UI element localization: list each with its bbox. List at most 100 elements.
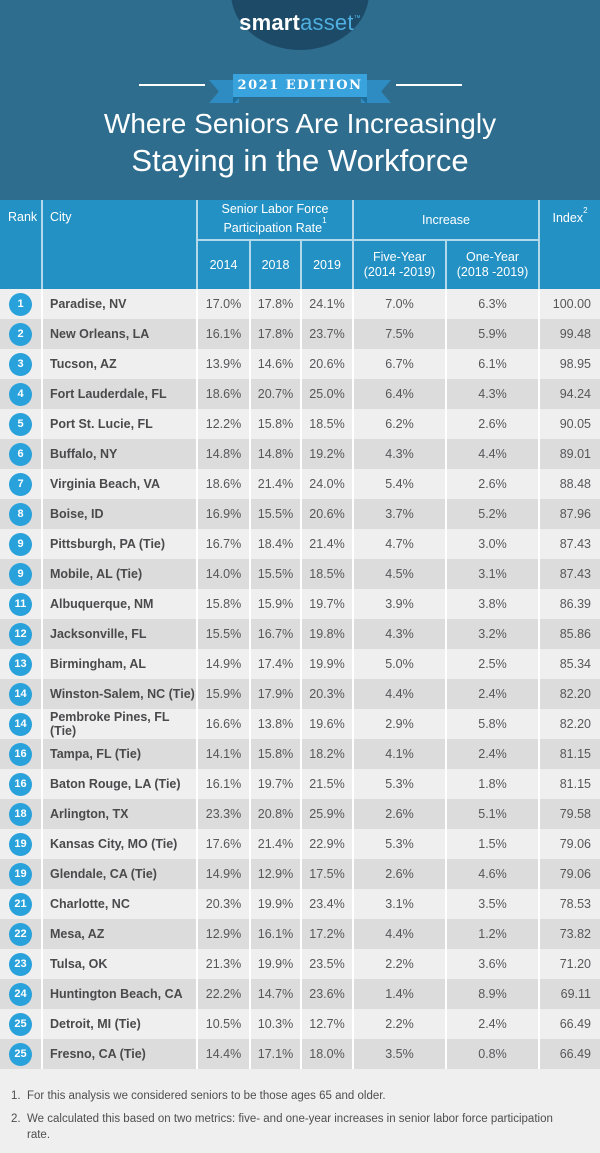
column-header-2019: 2019 — [302, 241, 354, 289]
rate-2018-cell: 10.3% — [251, 1009, 302, 1039]
table-row: 16 Baton Rouge, LA (Tie) 16.1% 19.7% 21.… — [0, 769, 600, 799]
one-year-increase-cell: 1.8% — [447, 769, 540, 799]
table-row: 25 Fresno, CA (Tie) 14.4% 17.1% 18.0% 3.… — [0, 1039, 600, 1069]
five-year-increase-cell: 3.7% — [354, 499, 447, 529]
city-cell: Winston-Salem, NC (Tie) — [43, 679, 198, 709]
one-year-increase-cell: 3.5% — [447, 889, 540, 919]
footnote-text: We calculated this based on two metrics:… — [27, 1113, 553, 1141]
index-cell: 88.48 — [559, 477, 591, 491]
index-cell: 99.48 — [559, 327, 591, 341]
one-year-increase-cell: 6.3% — [447, 289, 540, 319]
index-cell: 87.43 — [559, 537, 591, 551]
rank-badge: 25 — [9, 1042, 32, 1066]
index-cell: 86.39 — [559, 597, 591, 611]
rank-cell: 11 — [0, 589, 43, 619]
rate-2018-cell: 15.9% — [251, 589, 302, 619]
rank-badge: 23 — [9, 952, 32, 976]
footnote-ref-1: 1 — [322, 216, 327, 226]
column-group-increase: Increase — [354, 200, 540, 241]
rate-2014-cell: 15.9% — [198, 679, 251, 709]
rate-2019-cell: 18.5% — [302, 559, 354, 589]
five-year-increase-cell: 4.4% — [354, 919, 447, 949]
rate-2014-cell: 14.9% — [198, 859, 251, 889]
rate-2018-cell: 17.1% — [251, 1039, 302, 1069]
ribbon-right-tail — [361, 80, 391, 103]
table-row: 5 Port St. Lucie, FL 12.2% 15.8% 18.5% 6… — [0, 409, 600, 439]
index-cell: 78.53 — [559, 897, 591, 911]
five-year-increase-cell: 6.7% — [354, 349, 447, 379]
rate-2019-cell: 12.7% — [302, 1009, 354, 1039]
rate-2018-cell: 14.6% — [251, 349, 302, 379]
rate-2018-cell: 15.8% — [251, 409, 302, 439]
one-year-increase-cell: 2.4% — [447, 679, 540, 709]
rate-2019-cell: 19.6% — [302, 709, 354, 739]
city-cell: Virginia Beach, VA — [43, 469, 198, 499]
index-cell: 85.34 — [559, 657, 591, 671]
rate-2014-cell: 16.9% — [198, 499, 251, 529]
rate-2018-cell: 13.8% — [251, 709, 302, 739]
city-cell: Arlington, TX — [43, 799, 198, 829]
rank-badge: 25 — [9, 1012, 32, 1036]
title-line-1: Where Seniors Are Increasingly — [103, 108, 497, 139]
one-year-increase-cell: 1.2% — [447, 919, 540, 949]
table-row: 9 Mobile, AL (Tie) 14.0% 15.5% 18.5% 4.5… — [0, 559, 600, 589]
ribbon-left-fold — [233, 97, 240, 104]
rate-2018-cell: 19.7% — [251, 769, 302, 799]
one-year-increase-cell: 2.5% — [447, 649, 540, 679]
five-year-increase-cell: 1.4% — [354, 979, 447, 1009]
rate-2014-cell: 17.0% — [198, 289, 251, 319]
rate-2014-cell: 16.6% — [198, 709, 251, 739]
rate-2014-cell: 12.2% — [198, 409, 251, 439]
index-cell: 94.24 — [559, 387, 591, 401]
index-cell: 79.06 — [559, 837, 591, 851]
rate-2014-cell: 10.5% — [198, 1009, 251, 1039]
rate-2019-cell: 23.6% — [302, 979, 354, 1009]
one-year-increase-cell: 2.6% — [447, 409, 540, 439]
five-year-increase-cell: 5.0% — [354, 649, 447, 679]
index-cell: 85.86 — [559, 627, 591, 641]
index-cell: 71.20 — [559, 957, 591, 971]
rate-2019-cell: 19.8% — [302, 619, 354, 649]
five-year-increase-cell: 4.3% — [354, 439, 447, 469]
index-cell: 79.58 — [559, 807, 591, 821]
rate-2014-cell: 14.9% — [198, 649, 251, 679]
rank-cell: 4 — [0, 379, 43, 409]
rate-2018-cell: 20.8% — [251, 799, 302, 829]
rate-2019-cell: 18.5% — [302, 409, 354, 439]
rank-cell: 24 — [0, 979, 43, 1009]
rank-badge: 4 — [9, 382, 32, 406]
index-cell: 66.49 — [559, 1047, 591, 1061]
rate-2019-cell: 18.2% — [302, 739, 354, 769]
five-year-increase-cell: 5.4% — [354, 469, 447, 499]
rank-badge: 19 — [9, 862, 32, 886]
rate-2018-cell: 17.8% — [251, 289, 302, 319]
rate-2018-cell: 17.8% — [251, 319, 302, 349]
rank-badge: 14 — [9, 712, 32, 736]
rank-badge: 9 — [9, 562, 32, 586]
rate-2019-cell: 20.3% — [302, 679, 354, 709]
column-group-participation-rate: Senior Labor Force Participation Rate1 — [198, 200, 354, 241]
table-row: 19 Glendale, CA (Tie) 14.9% 12.9% 17.5% … — [0, 859, 600, 889]
five-year-increase-cell: 2.9% — [354, 709, 447, 739]
edition-banner: 2021 EDITION — [233, 74, 367, 97]
city-cell: Kansas City, MO (Tie) — [43, 829, 198, 859]
city-cell: Fort Lauderdale, FL — [43, 379, 198, 409]
index-cell: 89.01 — [559, 447, 591, 461]
rate-2014-cell: 20.3% — [198, 889, 251, 919]
rate-2014-cell: 14.0% — [198, 559, 251, 589]
table-row: 11 Albuquerque, NM 15.8% 15.9% 19.7% 3.9… — [0, 589, 600, 619]
rate-2019-cell: 23.7% — [302, 319, 354, 349]
five-year-increase-cell: 4.3% — [354, 619, 447, 649]
footnote-text: For this analysis we considered seniors … — [27, 1090, 386, 1102]
rank-badge: 13 — [9, 652, 32, 676]
rate-2019-cell: 23.5% — [302, 949, 354, 979]
city-cell: Tulsa, OK — [43, 949, 198, 979]
index-cell: 82.20 — [559, 687, 591, 701]
footnote-number: 1. — [11, 1090, 21, 1102]
rank-cell: 22 — [0, 919, 43, 949]
one-year-increase-cell: 4.6% — [447, 859, 540, 889]
index-cell: 81.15 — [559, 747, 591, 761]
table-row: 23 Tulsa, OK 21.3% 19.9% 23.5% 2.2% 3.6%… — [0, 949, 600, 979]
city-cell: Tucson, AZ — [43, 349, 198, 379]
rank-cell: 2 — [0, 319, 43, 349]
